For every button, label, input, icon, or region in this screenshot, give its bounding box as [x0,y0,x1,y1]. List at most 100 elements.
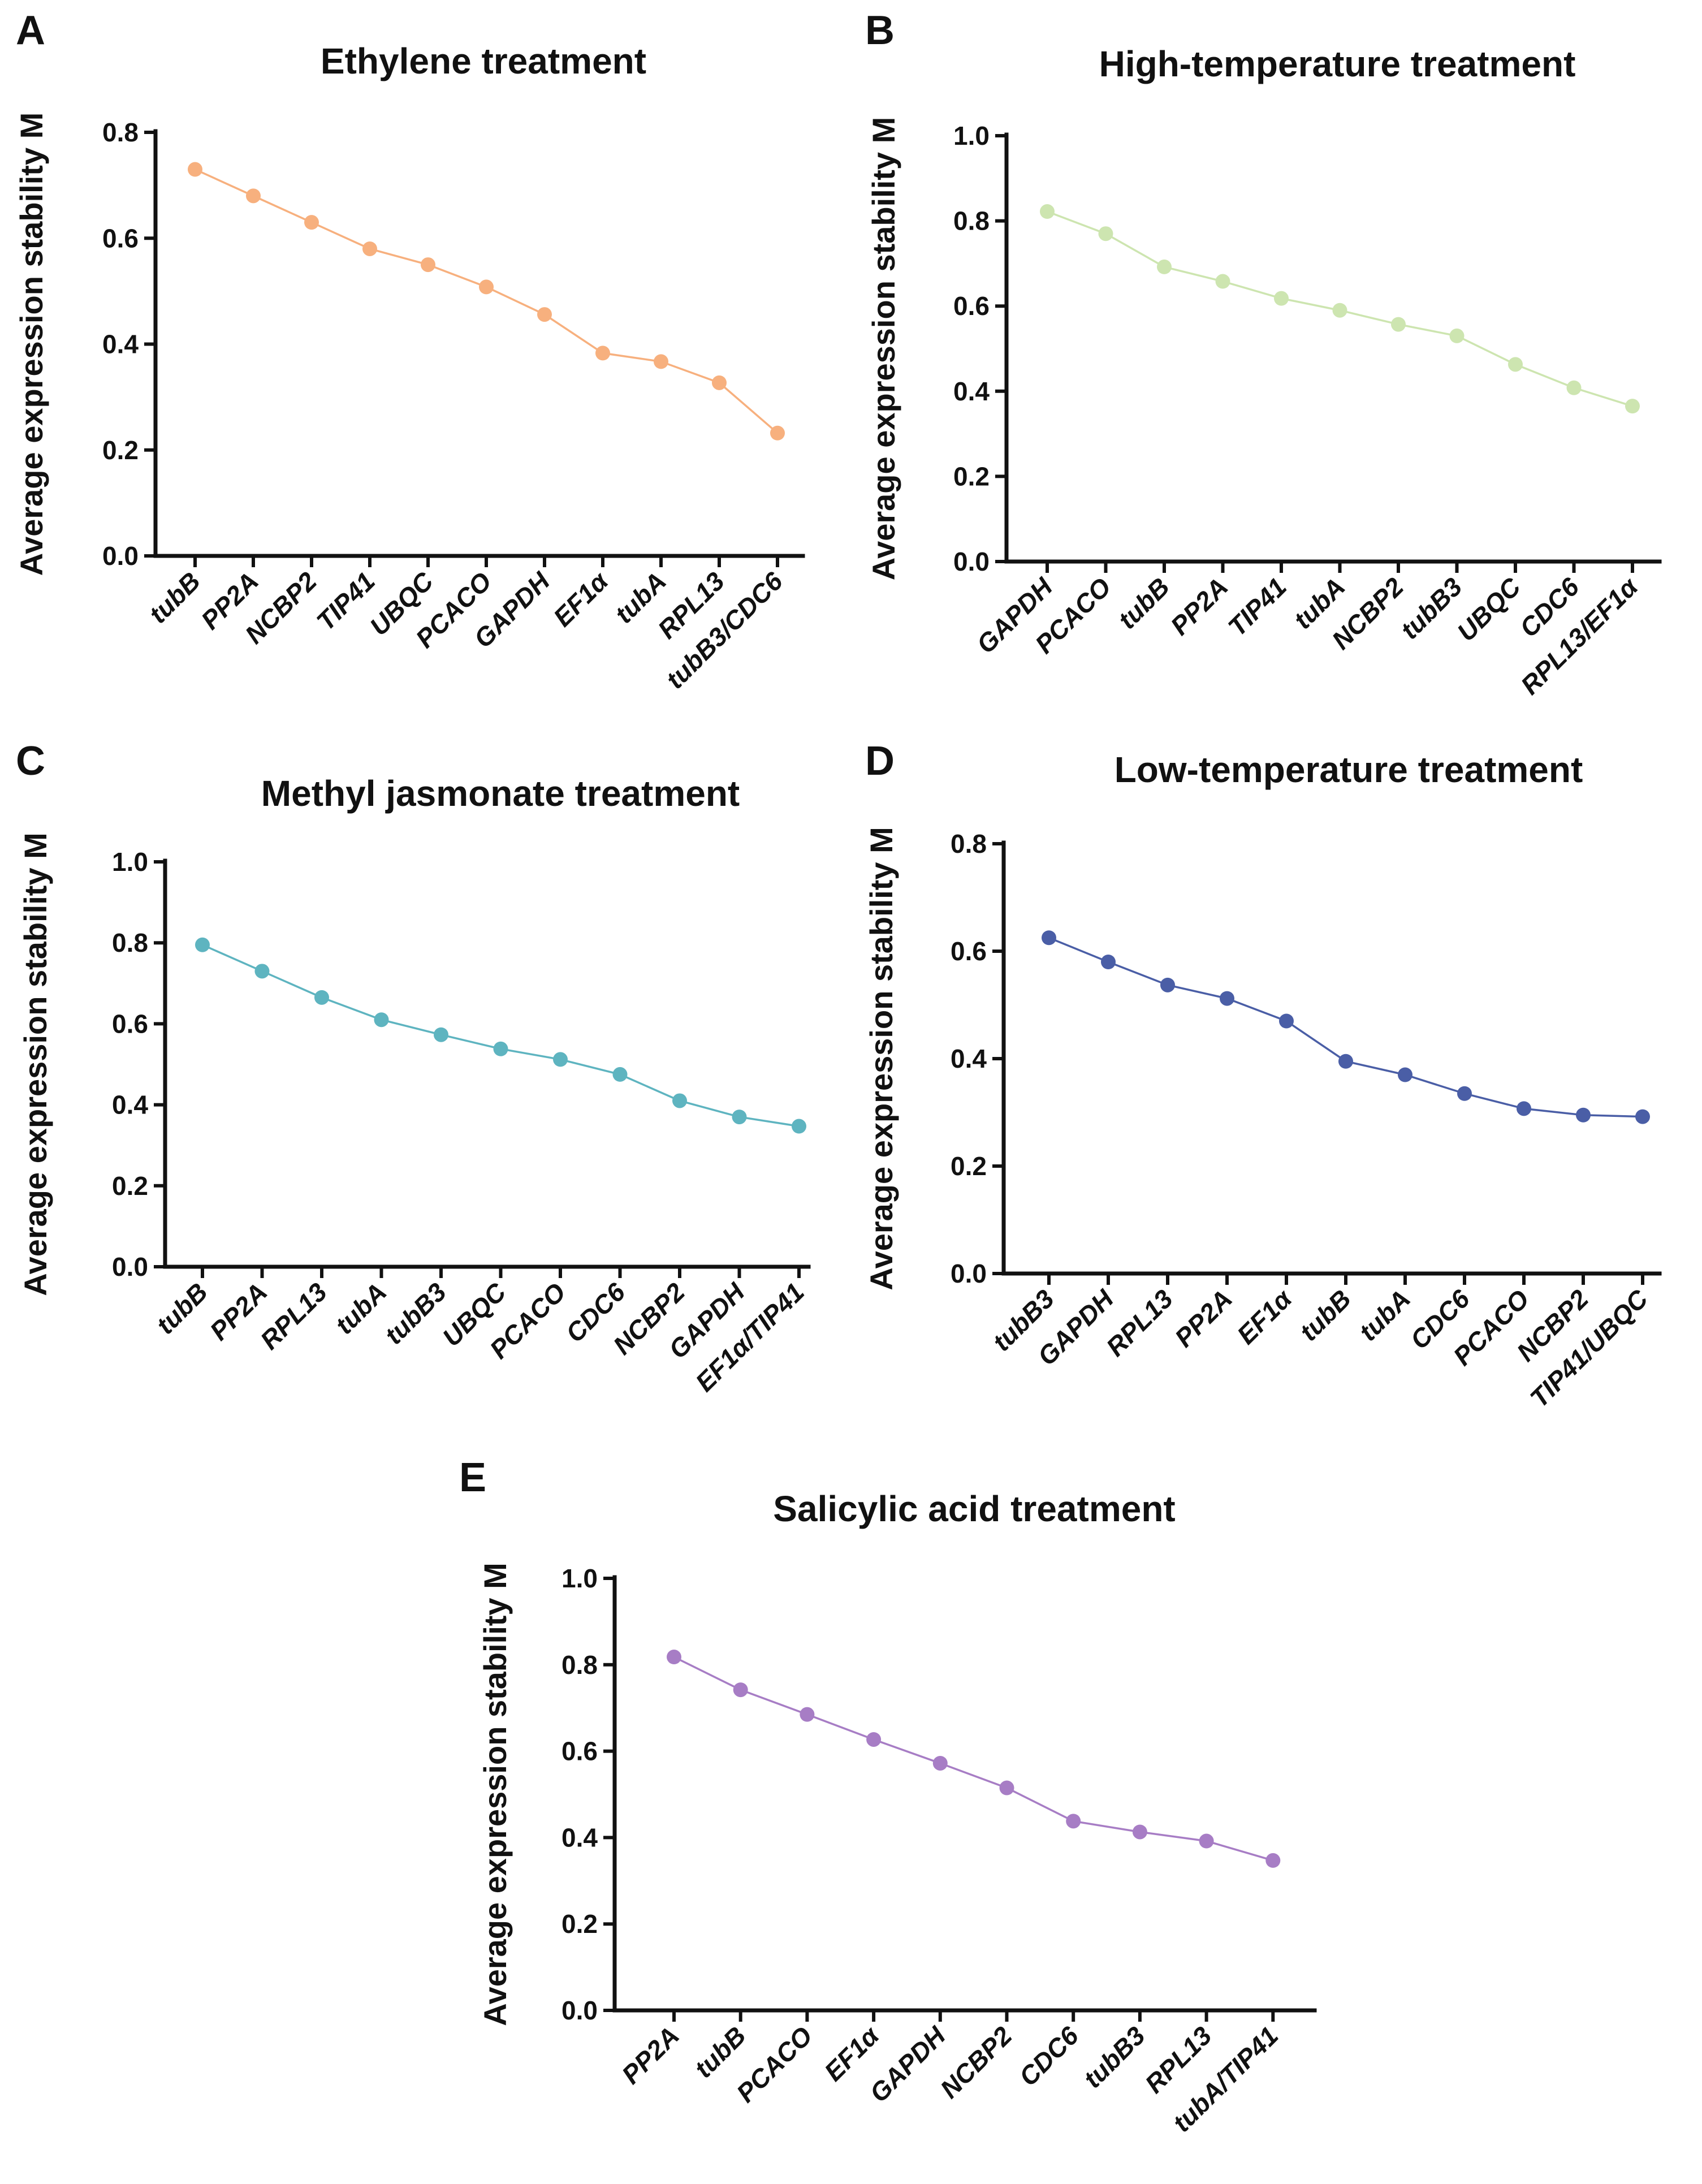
x-tick-label: tubB [1294,1284,1357,1346]
data-point [1391,317,1406,332]
panel-letter: A [16,8,45,53]
x-tick-label: tubB [143,566,206,629]
data-point [1157,259,1172,274]
x-tick-label: PCACO [731,2021,818,2108]
y-tick-label: 0.8 [561,1650,598,1680]
data-point [314,990,329,1005]
x-tick-label: EF1α [547,566,614,632]
y-tick-label: 0.4 [561,1823,598,1852]
y-tick-label: 0.4 [953,377,990,406]
y-tick-label: 0.2 [102,435,139,465]
y-axis-label: Average expression stability M [14,113,49,576]
data-point [667,1650,681,1665]
data-point [654,354,668,369]
data-point [362,241,377,256]
panel-letter: B [865,8,895,53]
data-point [1160,977,1175,992]
data-point [770,425,785,441]
data-point [1132,1824,1147,1840]
data-point [1274,291,1289,306]
panel-letter: E [459,1455,486,1500]
chart-panel-a: A Ethylene treatment Average expression st… [14,8,805,694]
data-point [1635,1109,1650,1124]
y-tick-label: 0.6 [951,936,987,966]
data-point [537,307,552,322]
x-tick-label: GAPDH [864,2021,952,2108]
data-point [374,1012,389,1028]
chart-panel-b: B High-temperature treatment Average expre… [865,8,1662,700]
data-point [1449,328,1465,343]
data-point [1566,380,1582,395]
y-tick-label: 0.6 [102,223,139,253]
series-line [195,168,779,434]
data-point [999,1780,1014,1795]
data-point [1215,274,1230,289]
y-tick-label: 1.0 [561,1564,598,1593]
data-point [612,1067,628,1082]
chart-title: Methyl jasmonate treatment [261,773,740,814]
series-line [1048,936,1643,1118]
data-point [188,162,202,177]
y-tick-label: 0.6 [953,291,990,321]
data-point [421,257,435,273]
x-tick-label: tubB3 [1078,2021,1151,2094]
x-tick-label: RPL13 [254,1277,332,1355]
data-point [595,346,610,361]
data-point [932,1755,948,1771]
data-point [434,1027,448,1042]
x-tick-label: tubB [689,2021,751,2083]
data-point [1265,1853,1281,1868]
y-tick-label: 0.6 [561,1737,598,1766]
y-tick-label: 0.2 [561,1909,598,1939]
y-axis-label: Average expression stability M [477,1563,513,2026]
y-tick-label: 1.0 [953,121,990,150]
data-point [493,1041,508,1056]
data-point [792,1119,806,1134]
y-tick-label: 0.2 [951,1151,987,1181]
y-axis-label: Average expression stability M [863,827,899,1290]
x-tick-label: NCBP2 [935,2021,1018,2104]
x-tick-label: UBQC [1452,572,1527,647]
data-point [1042,930,1056,946]
chart-title: Salicylic acid treatment [773,1488,1175,1529]
data-point [1199,1833,1214,1849]
data-point [1625,399,1640,414]
x-tick-label: tubB [1112,572,1175,635]
data-point [195,937,210,952]
x-tick-label: tubB [150,1277,213,1340]
x-tick-label: RPL13 [1100,1284,1178,1362]
y-tick-label: 0.2 [112,1171,148,1201]
x-tick-label: tubB3 [379,1277,452,1350]
data-point [1040,204,1055,219]
data-point [712,375,727,390]
data-point [304,215,319,230]
data-point [732,1110,747,1125]
data-point [672,1093,687,1108]
y-tick-label: 0.0 [561,1996,598,2025]
data-point [1220,991,1234,1006]
y-tick-label: 0.8 [102,118,139,147]
data-point [733,1682,748,1698]
data-point [1332,303,1347,318]
series-line [673,1656,1273,1862]
y-tick-label: 0.6 [112,1009,148,1038]
x-tick-label: TIP41 [1222,572,1293,642]
data-point [1279,1013,1294,1029]
y-tick-label: 0.2 [953,461,990,491]
x-tick-label: tubA [1353,1284,1416,1346]
data-point [1338,1054,1353,1069]
data-point [254,964,270,979]
data-point [553,1052,568,1067]
y-axis-label: Average expression stability M [18,832,53,1296]
chart-panel-c: C Methyl jasmonate treatment Average expre… [16,739,811,1397]
y-tick-label: 0.8 [112,928,148,957]
y-tick-label: 0.4 [112,1090,148,1120]
data-point [1398,1067,1412,1082]
data-point [246,188,261,204]
chart-panel-e: E Salicylic acid treatment Average express… [459,1455,1317,2138]
x-tick-label: PP2A [1165,572,1234,641]
data-point [1457,1086,1472,1101]
x-tick-label: PP2A [616,2021,685,2090]
y-tick-label: 0.0 [112,1252,148,1281]
data-point [800,1707,815,1722]
